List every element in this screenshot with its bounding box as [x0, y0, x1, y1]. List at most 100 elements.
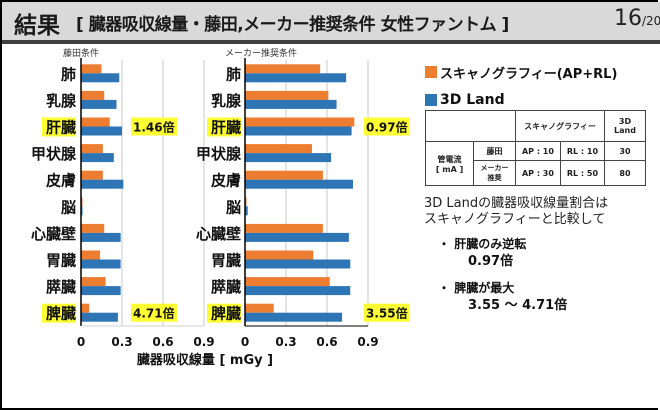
bullet-liver: ・ 肝臓のみ逆転 0.97倍 [438, 236, 526, 270]
bar-scanography [245, 170, 323, 180]
category-label: 肺 [61, 65, 76, 83]
chart-legend: スキャノグラフィー(AP+RL) 3D Land [425, 60, 617, 120]
category-label: 甲状腺 [196, 145, 242, 163]
table-row-label: メーカー推奨 [473, 160, 516, 186]
legend-item-3dland: 3D Land [425, 88, 617, 112]
bar-scanography [81, 144, 103, 154]
table-cell-ap: AP : 30 [515, 160, 561, 186]
x-tick-label: 0 [241, 335, 249, 349]
category-highlight [42, 303, 76, 323]
slide-title: 結果 [14, 13, 60, 39]
bar-scanography [81, 223, 105, 233]
ratio-annotation: 0.97倍 [366, 120, 408, 135]
legend-swatch-orange [425, 66, 437, 78]
bullet-mark: ・ [438, 281, 451, 295]
bar-scanography [245, 90, 329, 100]
x-tick-label: 0.9 [357, 335, 378, 349]
bullet-title: 脾臓が最大 [454, 281, 515, 295]
conditions-table: スキャノグラフィー 3D Land 管電流 [ mA ] 藤田 AP : 10 … [424, 110, 646, 186]
bar-3dland [81, 153, 114, 163]
bar-3dland [81, 286, 121, 296]
bar-scanography [81, 277, 106, 287]
bar-3dland [245, 312, 343, 322]
page-total: /20 [642, 14, 660, 28]
chart-title: メーカー推奨条件 [225, 47, 297, 59]
bar-3dland [245, 259, 351, 269]
summary-line-2: スキャノグラフィーと比較して [424, 212, 606, 227]
category-label: 胃臓 [211, 252, 241, 270]
bar-scanography [245, 223, 323, 233]
table-cell-rl: RL : 10 [559, 141, 606, 161]
ratio-annotation-bg [131, 117, 177, 136]
bullet-spleen: ・ 脾臓が最大 3.55 ～ 4.71倍 [438, 280, 567, 314]
table-row-group-label: 管電流 [ mA ] [424, 141, 475, 186]
page-number: 16/20 [614, 6, 660, 31]
table-cell-land: 30 [604, 141, 646, 161]
bar-3dland [245, 126, 352, 136]
bar-scanography [245, 277, 330, 287]
bar-3dland [245, 99, 337, 109]
legend-swatch-blue [425, 94, 437, 106]
bar-scanography [245, 250, 314, 260]
legend-label: スキャノグラフィー(AP+RL) [440, 66, 618, 82]
table-row: 管電流 [ mA ] 藤田 AP : 10 RL : 10 30 [424, 141, 646, 186]
x-tick-label: 0.3 [275, 335, 296, 349]
x-tick-label: 0 [77, 335, 85, 349]
category-highlight [207, 117, 241, 137]
x-tick-label: 0.6 [316, 335, 337, 349]
table-header-scanography: スキャノグラフィー [515, 110, 605, 142]
table-row-label: 藤田 [473, 141, 516, 161]
table-header-3dland: 3D Land [604, 110, 646, 142]
table-header-row: スキャノグラフィー 3D Land [425, 110, 646, 142]
category-label: 脳 [61, 198, 76, 216]
bar-scanography [245, 144, 312, 154]
category-label: 肝臓 [46, 119, 76, 137]
category-label: 脾臓 [211, 305, 241, 323]
x-tick-label: 0.6 [152, 335, 173, 349]
category-label: 肝臓 [211, 119, 241, 137]
ratio-annotation-bg [131, 303, 177, 322]
table-row: メーカー推奨 AP : 30 RL : 50 80 [426, 160, 646, 186]
category-label: 膵臓 [46, 278, 76, 296]
bar-scanography [81, 117, 110, 127]
category-label: 脳 [226, 198, 241, 216]
ratio-annotation-bg [364, 117, 410, 136]
bar-3dland [81, 126, 122, 136]
category-highlight [42, 117, 76, 137]
legend-item-scanography: スキャノグラフィー(AP+RL) [425, 60, 617, 84]
ratio-annotation: 4.71倍 [133, 306, 175, 321]
bar-3dland [81, 232, 121, 242]
bar-scanography [81, 303, 90, 313]
chart-title: 藤田条件 [63, 47, 99, 59]
category-highlight [207, 303, 241, 323]
bar-3dland [245, 286, 351, 296]
x-axis-label: 臓器吸収線量 [ mGy ] [137, 352, 273, 368]
slide-subtitle: [ 臓器吸収線量・藤田,メーカー推奨条件 女性ファントム ] [76, 15, 509, 35]
category-label: 心臓壁 [31, 225, 76, 243]
summary-text: 3D Landの臓器吸収線量割合は スキャノグラフィーと比較して [424, 196, 608, 228]
bullet-value: 0.97倍 [468, 254, 514, 269]
x-tick-label: 0.3 [111, 335, 132, 349]
ratio-annotation: 3.55倍 [366, 306, 408, 321]
legend-label: 3D Land [440, 92, 505, 108]
bar-scanography [81, 90, 105, 100]
ratio-annotation-bg [364, 303, 410, 322]
ratio-annotation: 1.46倍 [133, 120, 175, 135]
summary-line-1: 3D Landの臓器吸収線量割合は [424, 196, 609, 211]
bar-3dland [245, 73, 347, 83]
category-label: 胃臓 [46, 252, 76, 270]
bar-3dland [81, 259, 121, 269]
bar-3dland [81, 312, 118, 322]
category-label: 甲状腺 [31, 145, 77, 163]
table-cell-ap: AP : 10 [515, 141, 561, 161]
bar-scanography [81, 170, 103, 180]
category-label: 皮膚 [211, 172, 241, 190]
category-label: 皮膚 [46, 172, 76, 190]
bar-scanography [245, 64, 321, 74]
bar-3dland [245, 153, 332, 163]
table-cell-land: 80 [604, 160, 646, 186]
bar-scanography [245, 303, 274, 313]
bar-3dland [245, 232, 349, 242]
